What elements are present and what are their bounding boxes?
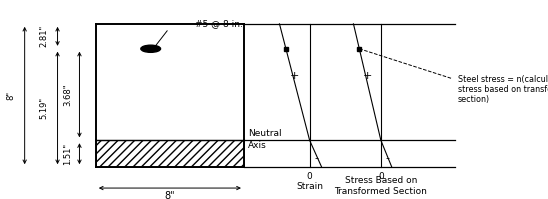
Text: -: - (315, 153, 319, 163)
Text: 3.68": 3.68" (63, 83, 72, 106)
Text: +: + (362, 71, 372, 81)
Text: 1.51": 1.51" (63, 143, 72, 165)
Text: 8": 8" (7, 91, 15, 100)
Text: 2.81": 2.81" (39, 25, 48, 47)
Text: Neutral: Neutral (248, 129, 282, 138)
Bar (96, 140, 244, 167)
Text: 5.19": 5.19" (39, 97, 48, 119)
Text: Steel stress = n(calculated
stress based on transformed
section): Steel stress = n(calculated stress based… (458, 75, 548, 104)
Text: Strain: Strain (296, 181, 323, 191)
Text: Stress Based on
Transformed Section: Stress Based on Transformed Section (334, 176, 427, 196)
Text: #5 @ 8 in.: #5 @ 8 in. (195, 19, 242, 28)
Text: Axis: Axis (248, 141, 267, 150)
Text: +: + (290, 71, 299, 81)
Circle shape (141, 45, 161, 52)
Text: 0: 0 (378, 172, 384, 181)
Text: -: - (385, 153, 390, 163)
Text: 0: 0 (307, 172, 312, 181)
Text: 8": 8" (164, 191, 175, 199)
